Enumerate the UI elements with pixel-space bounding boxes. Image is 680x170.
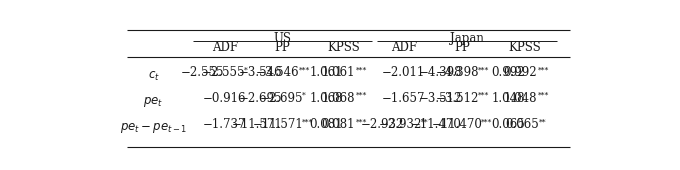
Text: 1.068$^{\mathregular{***}}$: 1.068$^{\mathregular{***}}$ (0, 169, 1, 170)
Text: 0.081: 0.081 (322, 118, 355, 131)
Text: −2.555: −2.555 (181, 66, 224, 79)
Text: ADF: ADF (391, 41, 417, 54)
Text: KPSS: KPSS (327, 41, 360, 54)
Text: ADF: ADF (211, 41, 238, 54)
Text: 0.992: 0.992 (503, 66, 537, 79)
Text: 0.992$^{\mathregular{***}}$: 0.992$^{\mathregular{***}}$ (0, 169, 1, 170)
Text: 0.065: 0.065 (491, 118, 525, 131)
Text: ***: *** (481, 118, 492, 126)
Text: ***: *** (302, 118, 313, 126)
Text: 0.992: 0.992 (492, 66, 525, 79)
Text: 0.081: 0.081 (309, 118, 343, 131)
Text: −2.011: −2.011 (382, 66, 426, 79)
Text: $\mathit{c}_t$: $\mathit{c}_t$ (148, 70, 160, 83)
Text: −2.932$^{\mathregular{**}}$: −2.932$^{\mathregular{**}}$ (0, 169, 1, 170)
Text: −11.571: −11.571 (252, 118, 303, 131)
Text: KPSS: KPSS (509, 41, 541, 54)
Text: −3.512$^{\mathregular{***}}$: −3.512$^{\mathregular{***}}$ (0, 169, 1, 170)
Text: 1.068: 1.068 (322, 92, 355, 105)
Text: −2.555: −2.555 (201, 66, 245, 79)
Text: 0.065$^{\mathregular{**}}$: 0.065$^{\mathregular{**}}$ (0, 169, 1, 170)
Text: 1.068: 1.068 (309, 92, 343, 105)
Text: −2.695: −2.695 (259, 92, 303, 105)
Text: Japan: Japan (450, 32, 484, 45)
Text: ***: *** (356, 66, 367, 74)
Text: US: US (273, 32, 292, 45)
Text: −11.470$^{\mathregular{***}}$: −11.470$^{\mathregular{***}}$ (0, 169, 1, 170)
Text: ***: *** (538, 66, 549, 74)
Text: −11.571: −11.571 (232, 118, 283, 131)
Text: PP: PP (275, 41, 290, 54)
Text: −11.470: −11.470 (432, 118, 483, 131)
Text: −0.916: −0.916 (203, 92, 246, 105)
Text: −3.546$^{\mathregular{***}}$: −3.546$^{\mathregular{***}}$ (0, 169, 1, 170)
Text: 0.065: 0.065 (505, 118, 539, 131)
Text: ***: *** (538, 92, 549, 100)
Text: **: ** (421, 118, 428, 126)
Text: 1.061: 1.061 (322, 66, 355, 79)
Text: −1.737: −1.737 (203, 118, 246, 131)
Text: −2.695: −2.695 (239, 92, 283, 105)
Text: ***: *** (356, 92, 367, 100)
Text: ***: *** (356, 118, 367, 126)
Text: 0.081$^{\mathregular{***}}$: 0.081$^{\mathregular{***}}$ (0, 169, 1, 170)
Text: −4.398: −4.398 (418, 66, 462, 79)
Text: −11.571$^{\mathregular{***}}$: −11.571$^{\mathregular{***}}$ (0, 169, 1, 170)
Text: ***: *** (477, 66, 489, 74)
Text: $\mathit{pe}_t - \mathit{pe}_{t-1}$: $\mathit{pe}_t - \mathit{pe}_{t-1}$ (120, 121, 187, 135)
Text: ***: *** (299, 66, 309, 74)
Text: *: * (302, 92, 305, 100)
Text: 1.048$^{\mathregular{***}}$: 1.048$^{\mathregular{***}}$ (0, 169, 1, 170)
Text: −2.695$^{\mathregular{*}}$: −2.695$^{\mathregular{*}}$ (0, 169, 1, 170)
Text: −3.512: −3.512 (418, 92, 462, 105)
Text: 1.061$^{\mathregular{***}}$: 1.061$^{\mathregular{***}}$ (0, 169, 1, 170)
Text: ***: *** (477, 92, 489, 100)
Text: $\mathit{pe}_t$: $\mathit{pe}_t$ (143, 95, 164, 109)
Text: −4.398$^{\mathregular{***}}$: −4.398$^{\mathregular{***}}$ (0, 169, 1, 170)
Text: −2.932: −2.932 (360, 118, 404, 131)
Text: −11.470: −11.470 (411, 118, 462, 131)
Text: 1.048: 1.048 (492, 92, 525, 105)
Text: −3.546: −3.546 (239, 66, 283, 79)
Text: −1.657: −1.657 (382, 92, 426, 105)
Text: PP: PP (454, 41, 470, 54)
Text: −3.546: −3.546 (256, 66, 300, 79)
Text: −4.398: −4.398 (435, 66, 479, 79)
Text: *: * (243, 66, 248, 74)
Text: 1.048: 1.048 (504, 92, 537, 105)
Text: **: ** (539, 118, 547, 126)
Text: −3.512: −3.512 (435, 92, 479, 105)
Text: 1.061: 1.061 (309, 66, 343, 79)
Text: −2.932: −2.932 (379, 118, 422, 131)
Text: −2.555$^{\mathregular{*}}$: −2.555$^{\mathregular{*}}$ (0, 169, 1, 170)
